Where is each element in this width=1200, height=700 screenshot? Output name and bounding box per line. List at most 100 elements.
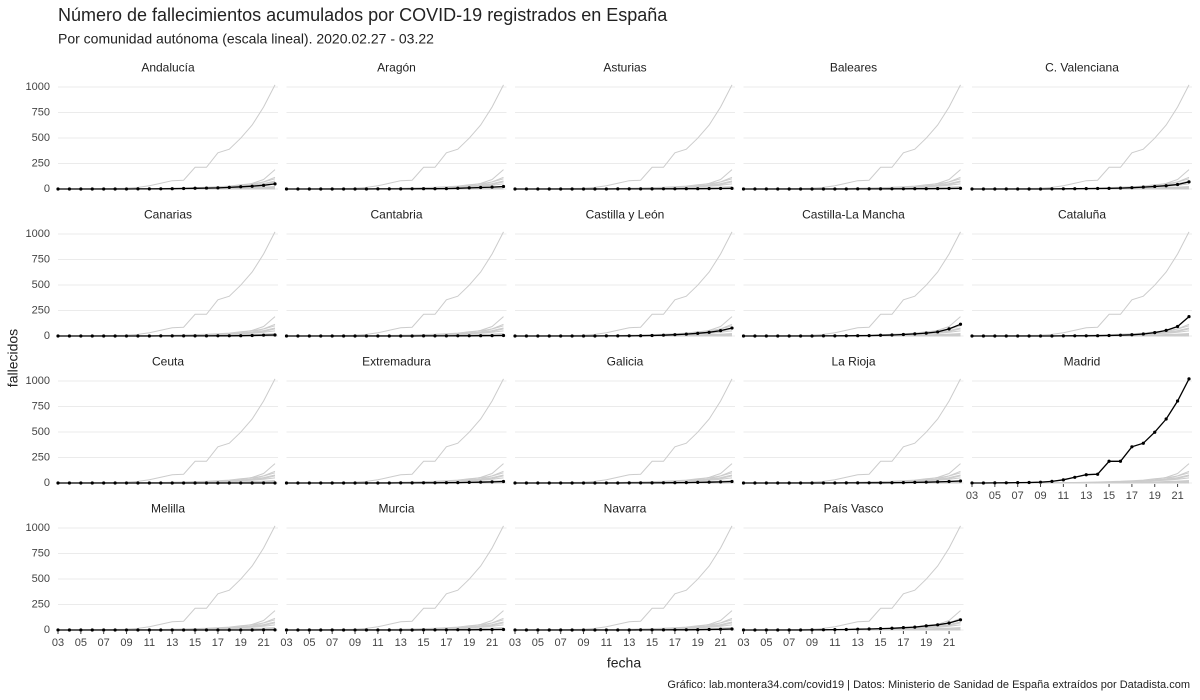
background-line (58, 525, 276, 631)
point (707, 186, 711, 191)
x-tick-label: 05 (303, 637, 315, 649)
point (387, 628, 391, 632)
background-line (286, 378, 504, 484)
point (684, 187, 688, 191)
point (856, 187, 860, 191)
point (444, 481, 448, 485)
point (376, 334, 380, 338)
highlight-line (286, 480, 504, 484)
point (890, 481, 894, 485)
background-line (515, 617, 733, 631)
x-tick-label: 15 (874, 637, 886, 649)
point (79, 481, 83, 485)
point (353, 187, 357, 191)
point (958, 186, 963, 190)
point (513, 187, 517, 191)
x-tick-label: 19 (920, 637, 932, 649)
y-tick-label: 1000 (26, 228, 50, 240)
point (901, 626, 905, 630)
point (456, 186, 460, 190)
highlight-line (743, 187, 961, 190)
x-tick-label: 11 (601, 637, 612, 649)
point (810, 628, 814, 632)
point (844, 627, 848, 632)
background-line (58, 231, 276, 337)
point (261, 333, 266, 337)
point (193, 628, 197, 632)
point (330, 481, 334, 485)
x-tick-label: 21 (714, 637, 726, 649)
point (901, 332, 905, 337)
y-tick-label: 0 (44, 183, 50, 195)
point (947, 327, 951, 331)
point (878, 333, 883, 337)
panel-title: Canarias (144, 208, 192, 222)
point (90, 187, 94, 191)
point (1107, 186, 1111, 190)
point (753, 628, 757, 632)
highlight-line (286, 185, 504, 190)
point (867, 187, 871, 191)
x-tick-label: 19 (235, 637, 247, 649)
point (1187, 377, 1191, 381)
point (216, 186, 220, 190)
point (1164, 417, 1168, 421)
highlight-line (58, 334, 276, 337)
point (753, 187, 757, 191)
point (581, 481, 586, 485)
point (1004, 334, 1008, 338)
point (56, 334, 60, 338)
point (273, 481, 277, 485)
y-tick-label: 500 (32, 573, 50, 585)
background-line (743, 231, 961, 337)
x-tick-label: 13 (1080, 490, 1092, 502)
x-tick-label: 07 (98, 637, 110, 649)
point (1084, 186, 1088, 191)
point (136, 187, 140, 191)
panel-title: Aragón (377, 61, 416, 75)
point (570, 481, 574, 485)
x-tick-label: 17 (669, 637, 681, 649)
point (1187, 315, 1191, 319)
point (661, 187, 666, 191)
point (650, 481, 654, 485)
x-tick-label: 07 (1012, 490, 1024, 502)
point (307, 187, 311, 191)
y-tick-label: 750 (32, 400, 50, 412)
point (581, 334, 586, 338)
point (433, 334, 437, 338)
panel-title: Ceuta (152, 355, 184, 369)
x-tick-label: 05 (760, 637, 772, 649)
point (113, 187, 117, 191)
point (913, 332, 917, 336)
point (79, 187, 83, 191)
point (159, 187, 163, 191)
point (56, 481, 60, 485)
x-tick-label: 09 (1034, 490, 1046, 502)
point (559, 481, 563, 485)
y-tick-label: 250 (32, 304, 50, 316)
point (353, 334, 357, 338)
x-tick-label: 13 (852, 637, 864, 649)
point (936, 623, 940, 627)
point (581, 187, 586, 191)
point (913, 480, 917, 484)
highlight-line (286, 334, 504, 337)
background-line (286, 617, 504, 631)
background-line (286, 470, 504, 484)
point (696, 480, 700, 484)
point (239, 334, 243, 338)
point (410, 334, 414, 338)
point (718, 328, 723, 333)
highlight-line (515, 327, 733, 337)
point (890, 626, 894, 630)
background-line (515, 470, 733, 484)
x-tick-label: 13 (166, 637, 178, 649)
y-tick-label: 750 (32, 106, 50, 118)
point (490, 480, 494, 484)
point (102, 481, 106, 485)
x-tick-label: 05 (532, 637, 544, 649)
point (856, 481, 860, 485)
point (376, 187, 380, 191)
panel-title: País Vasco (824, 502, 884, 516)
